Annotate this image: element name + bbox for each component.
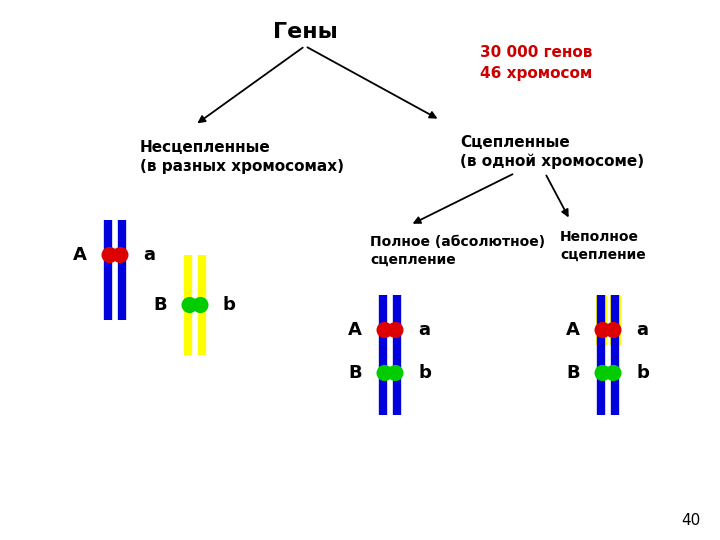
Ellipse shape: [377, 322, 392, 338]
Text: a: a: [418, 321, 430, 339]
Ellipse shape: [181, 297, 198, 313]
Ellipse shape: [595, 365, 611, 381]
Text: Неполное
сцепление: Неполное сцепление: [560, 230, 646, 261]
Text: A: A: [348, 321, 362, 339]
Ellipse shape: [387, 365, 403, 381]
Ellipse shape: [112, 247, 128, 263]
Ellipse shape: [377, 365, 392, 381]
Ellipse shape: [606, 322, 621, 338]
Text: Гены: Гены: [273, 22, 338, 42]
Text: B: B: [567, 364, 580, 382]
Text: a: a: [143, 246, 155, 264]
Ellipse shape: [387, 322, 403, 338]
Text: b: b: [636, 364, 649, 382]
Ellipse shape: [192, 297, 209, 313]
Text: B: B: [153, 296, 167, 314]
Text: Несцепленные
(в разных хромосомах): Несцепленные (в разных хромосомах): [140, 140, 344, 173]
Text: A: A: [73, 246, 87, 264]
Text: a: a: [636, 321, 648, 339]
Text: Полное (абсолютное)
сцепление: Полное (абсолютное) сцепление: [370, 235, 545, 266]
Text: B: B: [348, 364, 362, 382]
Text: b: b: [418, 364, 431, 382]
Text: A: A: [566, 321, 580, 339]
Text: 40: 40: [680, 513, 700, 528]
Ellipse shape: [606, 365, 621, 381]
Text: Сцепленные
(в одной хромосоме): Сцепленные (в одной хромосоме): [460, 135, 644, 169]
Ellipse shape: [102, 247, 117, 263]
Ellipse shape: [595, 322, 611, 338]
Text: 30 000 генов
46 хромосом: 30 000 генов 46 хромосом: [480, 45, 593, 81]
Text: b: b: [223, 296, 236, 314]
